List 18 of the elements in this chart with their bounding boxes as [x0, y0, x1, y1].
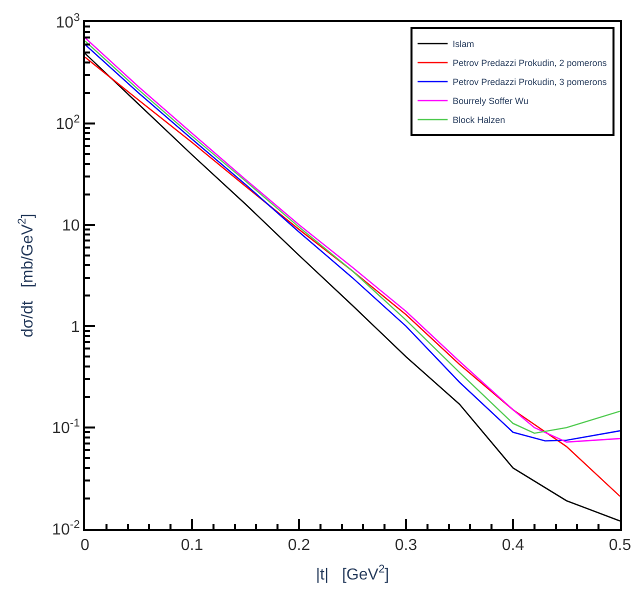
- legend-label: Block Halzen: [452, 115, 506, 126]
- y-tick-label: 10: [62, 217, 80, 234]
- legend-label: Petrov Predazzi Prokudin, 3 pomerons: [452, 77, 608, 88]
- legend-label: Petrov Predazzi Prokudin, 2 pomerons: [452, 58, 608, 68]
- legend-label: Islam: [452, 39, 474, 50]
- x-tick-label: 0.3: [394, 537, 418, 554]
- y-tick-label: 10$^{-2}$: [52, 518, 80, 539]
- y-tick-label: 10$^{3}$: [56, 12, 80, 32]
- y-tick-label: 10$^{2}$: [56, 113, 80, 133]
- x-tick-label: 0: [80, 537, 90, 554]
- x-tick-label: 0.5: [608, 537, 632, 554]
- x-axis-title: |t| [GeV$^{2}$]: [316, 564, 390, 584]
- x-tick-label: 0.1: [180, 537, 204, 554]
- y-tick-label: 1: [70, 318, 80, 336]
- legend-label: Bourrely Soffer Wu: [452, 96, 528, 106]
- y-tick-label: 10$^{-1}$: [52, 417, 80, 438]
- x-tick-label: 0.2: [288, 537, 310, 554]
- x-tick-label: 0.4: [502, 537, 524, 554]
